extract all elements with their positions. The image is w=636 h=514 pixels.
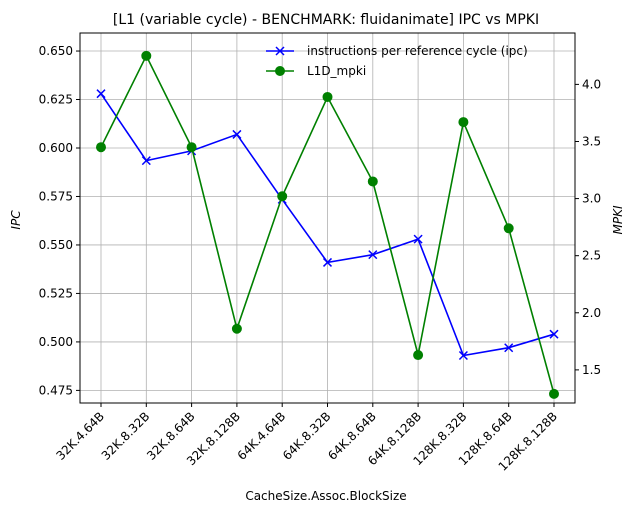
legend-item: L1D_mpki	[266, 64, 366, 78]
y-left-tick-label: 0.575	[39, 189, 73, 203]
data-point-circle-marker	[277, 191, 288, 202]
y-left-tick-label: 0.525	[39, 286, 73, 300]
data-point-x-marker	[458, 350, 468, 361]
data-point-x-marker	[141, 156, 151, 166]
data-point-x-marker	[368, 250, 378, 260]
data-point-x-marker	[504, 343, 514, 353]
data-point-x-marker	[549, 329, 559, 339]
data-point-circle-marker	[503, 223, 514, 234]
legend: instructions per reference cycle (ipc) L1…	[266, 44, 528, 78]
x-axis-label: CacheSize.Assoc.BlockSize	[245, 489, 406, 503]
grid	[80, 33, 575, 403]
data-point-circle-marker	[96, 142, 106, 153]
data-point-x-marker	[96, 89, 106, 99]
y-right-tick-label: 3.5	[582, 134, 601, 148]
chart-title: [L1 (variable cycle) - BENCHMARK: fluida…	[113, 12, 539, 28]
y-right-tick-label: 4.0	[582, 77, 601, 91]
y-left-tick-label: 0.550	[39, 238, 73, 252]
data-point-circle-marker	[458, 117, 469, 128]
data-point-circle-marker	[549, 388, 559, 399]
legend-item: instructions per reference cycle (ipc)	[266, 44, 528, 58]
series-1	[96, 50, 559, 399]
series-layer	[96, 50, 559, 399]
data-point-circle-marker	[186, 142, 197, 153]
legend-label: L1D_mpki	[307, 64, 366, 78]
y-right-tick-label: 2.0	[582, 306, 601, 320]
y-right-tick-label: 1.5	[582, 363, 601, 377]
legend-label: instructions per reference cycle (ipc)	[307, 44, 528, 58]
data-point-circle-marker	[141, 50, 152, 61]
y-left-tick-label: 0.625	[39, 93, 73, 107]
data-point-circle-marker	[275, 66, 285, 76]
y-left-tick-label: 0.475	[39, 383, 73, 397]
data-point-circle-marker	[322, 91, 333, 102]
y-axis-right: 1.5 2.0 2.5 3.0 3.5 4.0	[575, 77, 601, 377]
y-axis-left: 0.475 0.500 0.525 0.550 0.575 0.600 0.625 0.650	[39, 44, 80, 397]
data-point-x-marker	[322, 257, 333, 267]
data-point-circle-marker	[413, 350, 424, 361]
data-point-x-marker	[413, 234, 423, 244]
y-left-tick-label: 0.500	[39, 335, 73, 349]
data-point-circle-marker	[367, 176, 378, 187]
data-point-x-marker	[232, 129, 242, 139]
data-point-circle-marker	[231, 323, 242, 334]
y-left-tick-label: 0.600	[39, 141, 73, 155]
y-axis-left-label: IPC	[9, 210, 23, 230]
y-left-tick-label: 0.650	[39, 44, 73, 58]
data-point-x-marker	[275, 46, 285, 56]
y-right-tick-label: 3.0	[582, 192, 601, 206]
y-axis-right-label: MPKI	[611, 205, 625, 234]
y-right-tick-label: 2.5	[582, 249, 601, 263]
